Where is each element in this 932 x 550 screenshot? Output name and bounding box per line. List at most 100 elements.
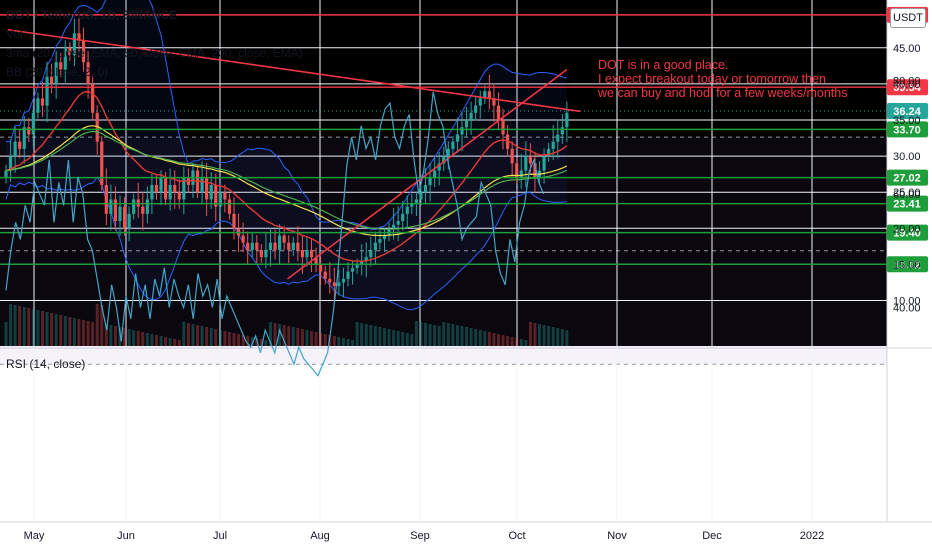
volume-bar: [382, 328, 386, 346]
candle: [305, 249, 309, 258]
price-tick-label: 35.00: [893, 115, 921, 127]
vol-indicator-label[interactable]: Vol: [6, 27, 23, 41]
volume-bar: [196, 325, 200, 346]
volume-bar: [45, 312, 49, 346]
volume-bar: [483, 331, 487, 346]
volume-bar: [18, 306, 22, 346]
volume-bar: [214, 329, 218, 346]
bb-upper-band: [6, 0, 568, 230]
volume-bar: [392, 330, 396, 346]
volume-bar: [91, 322, 95, 346]
candle: [551, 141, 555, 149]
candle: [8, 156, 13, 171]
volume-bar: [154, 335, 158, 346]
volume-bar: [401, 332, 405, 346]
volume-bar: [123, 328, 127, 346]
time-tick-label: Sep: [410, 530, 430, 542]
volume-bar: [346, 339, 350, 346]
price-tick-label: 25.00: [893, 187, 921, 199]
candle: [63, 47, 67, 70]
candle: [519, 170, 523, 178]
time-tick-label: Nov: [607, 530, 627, 542]
volume-bar: [200, 326, 204, 346]
volume-bar: [282, 325, 286, 346]
candle: [414, 199, 418, 204]
candle: [355, 264, 359, 269]
candle: [350, 268, 355, 272]
candle: [40, 98, 45, 106]
rsi-indicator-label[interactable]: RSI (14, close): [6, 357, 86, 371]
volume-bar: [556, 328, 560, 346]
candle: [122, 206, 127, 229]
candle: [127, 213, 131, 229]
volume-bar: [209, 328, 213, 346]
volume-bar: [100, 305, 104, 346]
last-price-tag: [887, 103, 928, 120]
price-tick-label: 20.00: [893, 223, 921, 235]
volume-bar: [72, 318, 76, 346]
candle: [428, 177, 432, 185]
volume-bar: [291, 327, 295, 346]
volume-bar: [451, 324, 455, 346]
candle: [95, 112, 99, 142]
candle: [268, 242, 273, 250]
volume-bar: [496, 334, 500, 346]
volume-bar: [310, 331, 314, 346]
volume-bar: [442, 322, 446, 346]
candle: [232, 213, 236, 229]
volume-bar: [323, 334, 327, 346]
rsi-tick-label: 60.00: [893, 189, 921, 201]
ma-indicator-label[interactable]: 3ma (20, close, EMA, 50, close, EMA, 200…: [6, 46, 303, 60]
candle: [173, 184, 177, 193]
candle: [209, 184, 213, 200]
volume-bar: [159, 336, 163, 346]
candle: [442, 156, 446, 164]
volume-bar: [127, 329, 131, 346]
candle: [118, 206, 122, 222]
currency-badge[interactable]: USDT: [890, 8, 926, 28]
volume-bar: [387, 329, 391, 346]
candle: [31, 112, 35, 135]
volume-bar: [396, 331, 400, 346]
candle: [159, 177, 163, 193]
volume-bar: [273, 323, 277, 346]
candle: [182, 177, 186, 200]
last-price-label: 36.24: [893, 106, 921, 118]
candle: [387, 228, 391, 236]
candle: [496, 105, 501, 120]
candle: [241, 235, 245, 243]
candle: [45, 76, 49, 106]
candle: [474, 105, 478, 113]
level-price-tag: [887, 224, 928, 241]
volume-bar: [177, 340, 181, 346]
volume-bar: [86, 321, 90, 346]
candle: [104, 184, 108, 214]
candle: [528, 156, 532, 164]
candle: [246, 242, 250, 250]
level-price-tag: [887, 169, 928, 186]
candle: [164, 177, 168, 200]
volume-bar: [241, 335, 245, 346]
rsi-tick-label: 80.00: [893, 75, 921, 87]
volume-bar: [268, 322, 272, 346]
level-price-tag: [887, 256, 928, 273]
candle: [419, 192, 423, 200]
bb-indicator-label[interactable]: BB (20, close, 2, 0): [6, 65, 109, 79]
candle: [542, 156, 546, 171]
volume-bar: [59, 315, 63, 346]
volume-bar: [191, 324, 195, 346]
level-price-label: 39.54: [893, 82, 921, 94]
volume-bar: [515, 338, 519, 346]
volume-bar: [424, 323, 428, 346]
volume-bar: [437, 326, 441, 346]
candle: [218, 192, 222, 207]
candle: [332, 282, 336, 287]
symbol-title[interactable]: DOT / TetherUS, 1D, BINANCE: [6, 8, 178, 22]
time-tick-label: Dec: [702, 530, 722, 542]
volume-bar: [433, 325, 437, 346]
ema-200-line: [5, 130, 568, 230]
time-tick-label: May: [24, 530, 45, 542]
volume-bar: [465, 327, 469, 346]
candle: [469, 112, 473, 120]
volume-bar: [492, 333, 496, 346]
